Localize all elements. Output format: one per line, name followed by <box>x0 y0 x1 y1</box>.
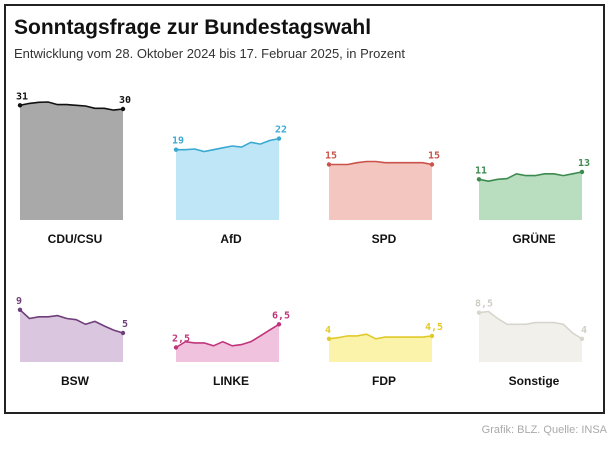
party-label-sonstige: Sonstige <box>508 374 560 388</box>
area-afd <box>176 138 279 220</box>
panel-gr-ne: 11 13 GRÜNE <box>475 70 613 246</box>
area-linke <box>176 324 279 362</box>
line-sonstige <box>478 310 583 340</box>
start-point-bsw <box>17 307 23 312</box>
line-linke <box>175 323 280 349</box>
sparkline-bsw: 95 <box>16 296 128 362</box>
sparkline-sonstige: 8,54 <box>475 299 587 362</box>
chart-subtitle: Entwicklung vom 28. Oktober 2024 bis 17.… <box>14 46 405 61</box>
panel-spd: 15 15 SPD <box>325 70 479 247</box>
start-value-label-afd: 19 <box>172 136 184 147</box>
chart-title: Sonntagsfrage zur Bundestagswahl <box>14 16 372 39</box>
start-value-label-sonstige: 8,5 <box>475 299 493 310</box>
party-label-linke: LINKE <box>213 374 249 388</box>
start-value-label-cdu-csu: 31 <box>16 91 28 102</box>
panel-cdu-csu: 31 30 CDU/CSU <box>16 70 170 246</box>
party-label-spd: SPD <box>371 232 397 246</box>
end-point-bsw <box>120 330 126 336</box>
party-label-bsw: BSW <box>61 374 89 388</box>
end-value-label-sonstige: 4 <box>581 325 587 336</box>
start-value-label-linke: 2,5 <box>172 334 190 345</box>
panel-bsw: 9 5 BSW <box>16 212 170 388</box>
sparkline-cdu-csu: 31 30 <box>16 91 131 220</box>
area-sonstige <box>479 311 582 362</box>
start-point-gr-ne <box>476 177 482 182</box>
end-value-label-bsw: 5 <box>122 319 128 330</box>
start-value-label-gr-ne: 11 <box>475 165 487 176</box>
end-point-linke <box>276 322 282 327</box>
start-point-afd <box>173 147 179 152</box>
line-spd <box>329 160 433 166</box>
end-point-spd <box>429 162 435 167</box>
party-label-fdp: FDP <box>372 374 396 388</box>
start-point-sonstige <box>476 310 482 315</box>
source-credit: Grafik: BLZ. Quelle: INSA <box>481 424 607 436</box>
end-point-afd <box>276 136 282 141</box>
panel-linke: 2,5 6,5 LINKE <box>172 212 326 388</box>
line-fdp <box>328 333 433 340</box>
area-gr-ne <box>479 171 582 220</box>
start-point-fdp <box>326 336 332 341</box>
start-value-label-fdp: 4 <box>325 325 331 336</box>
start-value-label-bsw: 9 <box>16 296 22 307</box>
end-value-label-linke: 6,5 <box>272 310 290 321</box>
end-value-label-gr-ne: 13 <box>578 158 590 169</box>
area-fdp <box>329 334 432 362</box>
start-value-label-spd: 15 <box>325 151 337 162</box>
panel-fdp: 4 4,5 FDP <box>325 212 479 388</box>
end-value-label-afd: 22 <box>275 125 287 136</box>
line-cdu-csu <box>19 101 124 111</box>
sparkline-fdp: 4 4,5 <box>325 322 443 362</box>
line-afd <box>176 137 280 153</box>
end-value-label-spd: 15 <box>428 151 440 162</box>
party-label-gr-ne: GRÜNE <box>512 232 556 246</box>
panel-afd: 19 22 AfD <box>172 70 326 246</box>
sparkline-linke: 2,5 6,5 <box>172 310 290 362</box>
start-point-linke <box>173 345 179 350</box>
end-point-cdu-csu <box>120 106 126 112</box>
chart-frame <box>4 4 605 414</box>
sparkline-spd: 15 15 <box>325 151 440 220</box>
start-point-cdu-csu <box>17 103 23 108</box>
end-point-gr-ne <box>579 169 585 175</box>
end-value-label-cdu-csu: 30 <box>119 95 131 106</box>
panel-sonstige: 8,5 4 Sonstige <box>475 212 613 388</box>
area-spd <box>329 161 432 220</box>
party-label-cdu-csu: CDU/CSU <box>47 232 103 246</box>
end-point-fdp <box>429 333 435 339</box>
line-bsw <box>19 309 124 334</box>
end-point-sonstige <box>579 336 585 341</box>
area-cdu-csu <box>20 102 123 220</box>
end-value-label-fdp: 4,5 <box>425 322 443 333</box>
party-label-afd: AfD <box>220 232 242 246</box>
start-point-spd <box>326 162 332 167</box>
sparkline-gr-ne: 11 13 <box>475 158 590 220</box>
line-gr-ne <box>478 171 583 183</box>
